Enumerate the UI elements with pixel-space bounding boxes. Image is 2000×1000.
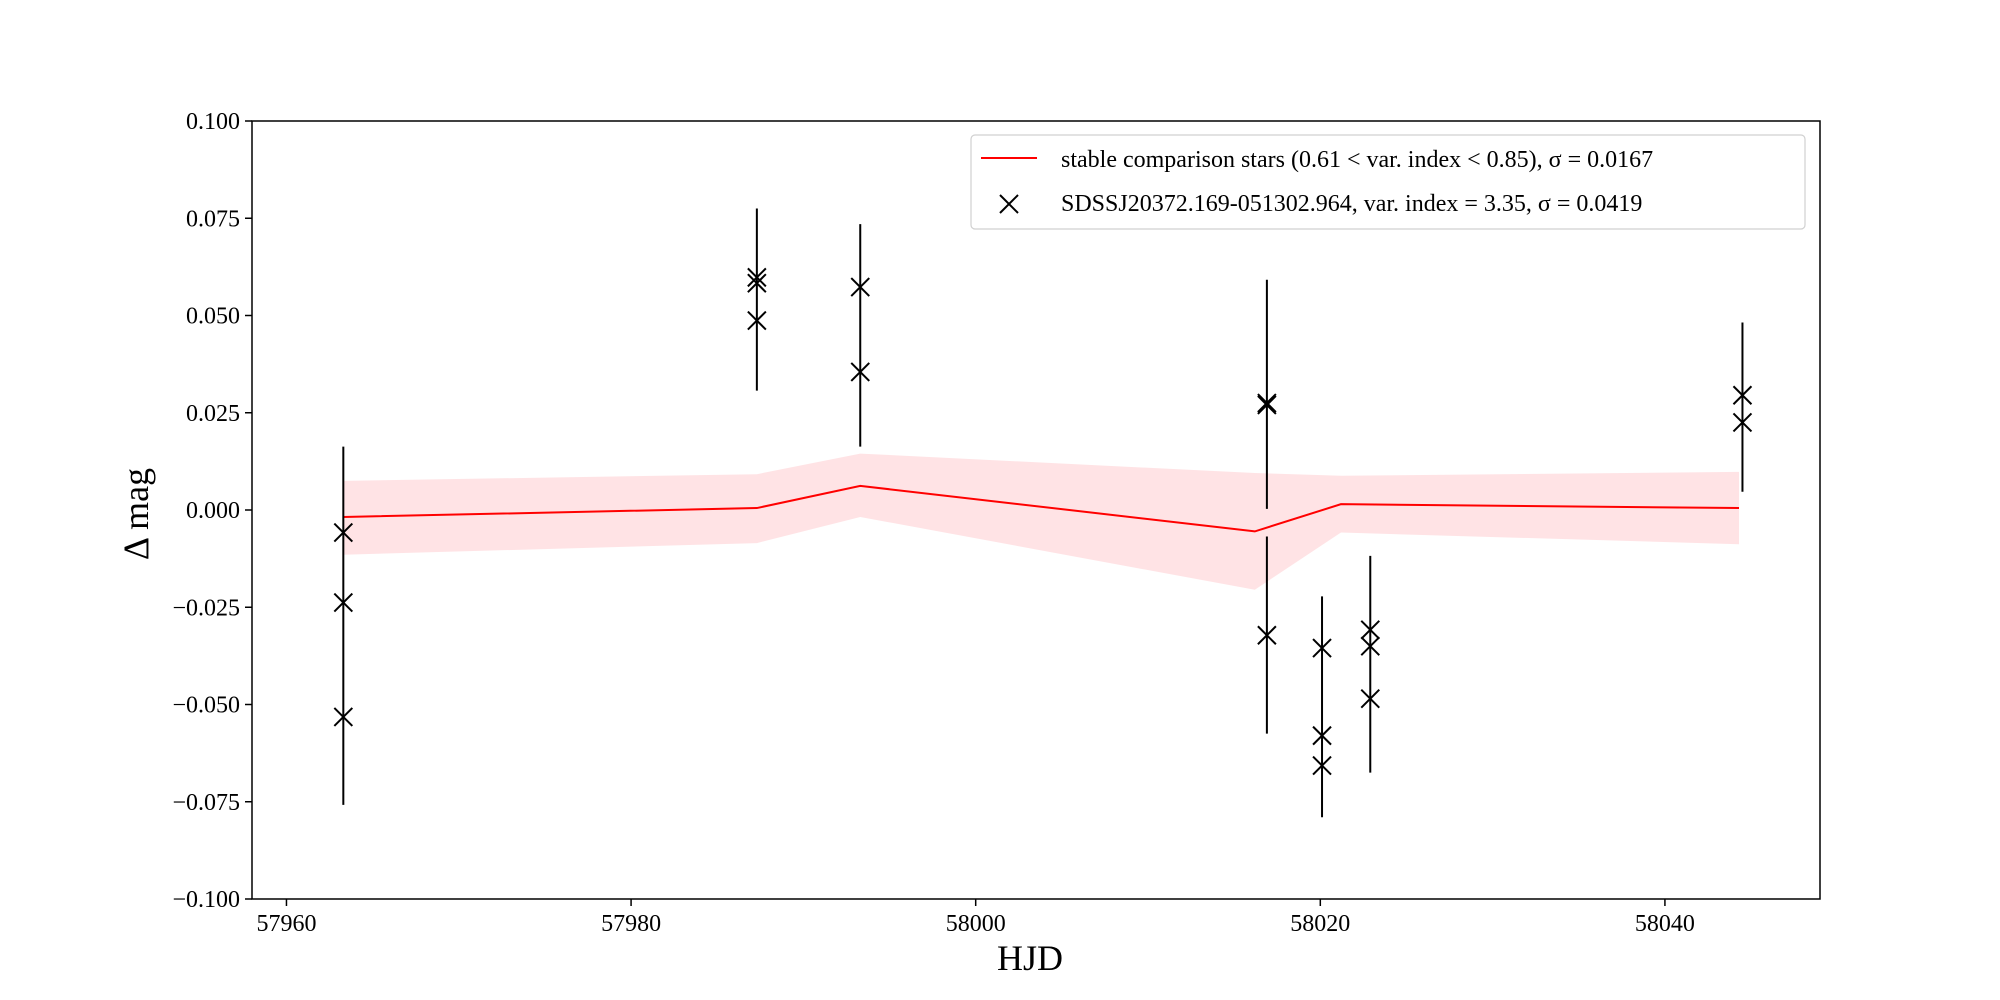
comparison-band-layer [343,453,1740,590]
cross-stroke [747,267,767,288]
target-data-point [333,522,354,543]
y-tick-label: 0.050 [186,304,240,330]
cross-stroke [333,707,354,727]
y-tick-label: 0.075 [186,206,240,232]
cross-stroke [1732,412,1753,433]
legend-cross [999,194,1019,214]
target-points-layer [333,267,1753,776]
target-data-point [1732,412,1753,433]
target-data-point [1732,385,1753,405]
y-tick-label: 0.025 [186,401,240,427]
target-data-point [1312,638,1332,658]
target-data-point [1360,620,1380,640]
cross-stroke [333,522,354,543]
cross-stroke [1257,393,1277,413]
target-data-point [1257,395,1277,415]
x-tick-label: 57960 [256,911,316,937]
x-tick-label: 58040 [1635,911,1695,937]
x-ticks: 57960 57980 58000 58020 58040 [256,899,1695,937]
x-tick-label: 57980 [601,911,661,937]
y-ticks: −0.100 −0.075 −0.050 −0.025 0.000 0.025 0.050 0… [172,109,252,913]
cross-stroke [1312,638,1332,658]
cross-stroke [1257,395,1277,415]
y-tick-label: −0.050 [172,693,240,719]
target-data-point [850,277,870,297]
cross-stroke [1360,636,1380,656]
target-data-point [1312,725,1332,746]
target-data-point [747,310,767,331]
cross-stroke [850,277,870,297]
y-tick-label: 0.000 [186,498,240,524]
legend-target-label: SDSSJ20372.169-051302.964, var. index = … [1061,191,1642,217]
x-axis-title: HJD [997,938,1063,978]
legend: stable comparison stars (0.61 < var. ind… [970,134,1806,230]
cross-stroke [747,310,767,331]
comparison-line-layer [343,484,1740,533]
cross-stroke [1732,385,1753,405]
target-data-point [1257,393,1277,413]
cross-stroke [1257,625,1277,645]
x-tick-label: 58000 [946,911,1006,937]
y-tick-label: 0.100 [186,109,240,135]
legend-comparison-label: stable comparison stars (0.61 < var. ind… [1061,147,1653,173]
cross-stroke [333,592,354,613]
target-data-point [747,267,767,288]
cross-stroke [747,273,767,293]
comparison-sigma-band [343,453,1740,590]
target-data-point [1360,688,1380,709]
target-data-point [333,592,354,613]
cross-stroke [999,194,1019,214]
target-data-point [1257,625,1277,645]
target-data-point [1312,755,1332,776]
legend-target-marker [999,194,1019,214]
y-axis-title: Δ mag [116,468,156,560]
cross-stroke [1360,688,1380,709]
cross-stroke [1312,755,1332,776]
y-tick-label: −0.100 [172,887,240,913]
target-data-point [1360,636,1380,656]
cross-stroke [1360,620,1380,640]
y-tick-label: −0.075 [172,790,240,816]
cross-stroke [1312,725,1332,746]
target-data-point [747,273,767,293]
comparison-mean-line [343,484,1740,533]
target-data-point [333,707,354,727]
cross-stroke [850,362,870,382]
target-data-point [850,362,870,382]
legend-box [970,134,1806,230]
x-tick-label: 58020 [1290,911,1350,937]
y-tick-label: −0.025 [172,595,240,621]
